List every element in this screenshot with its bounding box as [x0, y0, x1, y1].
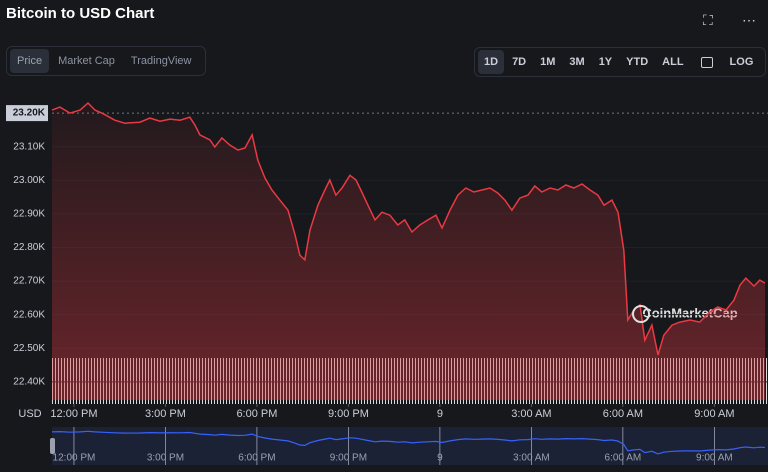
price-line [51, 101, 766, 356]
navigator-line [51, 430, 766, 455]
fullscreen-button[interactable]: ⛶ [703, 12, 713, 28]
area-fill [52, 103, 765, 400]
navigator-tick-label: 9:00 AM [696, 453, 733, 464]
range-button[interactable]: 3M [569, 56, 585, 68]
navigator[interactable] [52, 427, 768, 465]
tab[interactable]: Price [10, 49, 50, 73]
x-tick-label: 6:00 PM [236, 408, 277, 420]
log-button[interactable]: LOG [729, 56, 754, 68]
x-tick-label: 12:00 PM [50, 408, 97, 420]
y-tick-label: 22.60K [13, 309, 45, 320]
navigator-handle[interactable] [50, 438, 55, 454]
range-button[interactable]: YTD [626, 56, 649, 68]
navigator-tick-label: 6:00 PM [238, 453, 275, 464]
calendar-button[interactable] [700, 56, 713, 68]
navigator-tick-label: 3:00 AM [513, 453, 550, 464]
y-tick-label: 22.70K [13, 276, 45, 287]
x-tick-label: 9:00 AM [694, 408, 734, 420]
range-group: 1D 7D 1M 3M 1Y YTD ALL LOG [474, 47, 766, 77]
x-tick-label: 3:00 AM [511, 408, 551, 420]
range-button[interactable]: 1M [540, 56, 556, 68]
tab[interactable]: Market Cap [58, 55, 115, 67]
current-price-tag [6, 105, 48, 122]
range-button[interactable]: ALL [662, 56, 684, 68]
x-tick-label: 6:00 AM [603, 408, 643, 420]
range-button[interactable]: 1Y [598, 56, 613, 68]
y-tick-label: 22.80K [13, 242, 45, 253]
x-tick-label: 9 [437, 408, 443, 420]
more-button[interactable]: ⋯ [742, 12, 756, 28]
tab[interactable]: TradingView [130, 55, 192, 67]
navigator-tick-label: 9 [437, 453, 443, 464]
navigator-tick-label: 12:00 PM [53, 453, 96, 464]
currency-label: USD [18, 408, 41, 420]
y-tick-label: 22.90K [13, 209, 45, 220]
y-tick-label: 23.20K [13, 108, 46, 119]
watermark-logo [632, 305, 650, 323]
navigator-tick-label: 3:00 PM [147, 453, 184, 464]
y-tick-label: 22.40K [13, 376, 45, 387]
y-tick-label: 23.00K [13, 175, 45, 186]
x-tick-label: 3:00 PM [145, 408, 186, 420]
tab-group: Price Market Cap TradingView [6, 46, 206, 76]
y-tick-label: 23.10K [13, 141, 45, 152]
y-tick-label: 22.50K [13, 343, 45, 354]
range-button[interactable]: 1D [478, 50, 505, 74]
x-tick-label: 9:00 PM [328, 408, 369, 420]
title: Bitcoin to USD Chart [6, 5, 155, 22]
navigator-tick-label: 6:00 AM [605, 453, 642, 464]
navigator-tick-label: 9:00 PM [330, 453, 367, 464]
range-button[interactable]: 7D [512, 56, 527, 68]
